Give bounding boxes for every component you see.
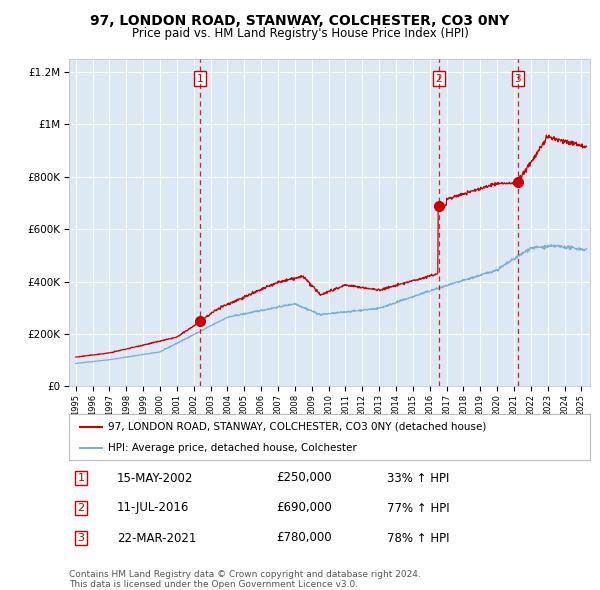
Text: 11-JUL-2016: 11-JUL-2016 <box>117 502 190 514</box>
Text: 3: 3 <box>514 74 521 84</box>
Text: 1: 1 <box>77 473 85 483</box>
Text: 97, LONDON ROAD, STANWAY, COLCHESTER, CO3 0NY (detached house): 97, LONDON ROAD, STANWAY, COLCHESTER, CO… <box>108 422 487 432</box>
Text: This data is licensed under the Open Government Licence v3.0.: This data is licensed under the Open Gov… <box>69 579 358 589</box>
Text: £780,000: £780,000 <box>276 532 332 545</box>
Text: 1: 1 <box>197 74 203 84</box>
Text: HPI: Average price, detached house, Colchester: HPI: Average price, detached house, Colc… <box>108 442 357 453</box>
Text: 15-MAY-2002: 15-MAY-2002 <box>117 471 193 484</box>
Text: 2: 2 <box>77 503 85 513</box>
Text: Price paid vs. HM Land Registry's House Price Index (HPI): Price paid vs. HM Land Registry's House … <box>131 27 469 40</box>
Text: Contains HM Land Registry data © Crown copyright and database right 2024.: Contains HM Land Registry data © Crown c… <box>69 570 421 579</box>
Text: 22-MAR-2021: 22-MAR-2021 <box>117 532 196 545</box>
Text: 3: 3 <box>77 533 85 543</box>
Text: 33% ↑ HPI: 33% ↑ HPI <box>387 471 449 484</box>
Text: 97, LONDON ROAD, STANWAY, COLCHESTER, CO3 0NY: 97, LONDON ROAD, STANWAY, COLCHESTER, CO… <box>91 14 509 28</box>
Text: 78% ↑ HPI: 78% ↑ HPI <box>387 532 449 545</box>
Text: 2: 2 <box>436 74 442 84</box>
Text: £690,000: £690,000 <box>276 502 332 514</box>
Text: £250,000: £250,000 <box>276 471 332 484</box>
Text: 77% ↑ HPI: 77% ↑ HPI <box>387 502 449 514</box>
